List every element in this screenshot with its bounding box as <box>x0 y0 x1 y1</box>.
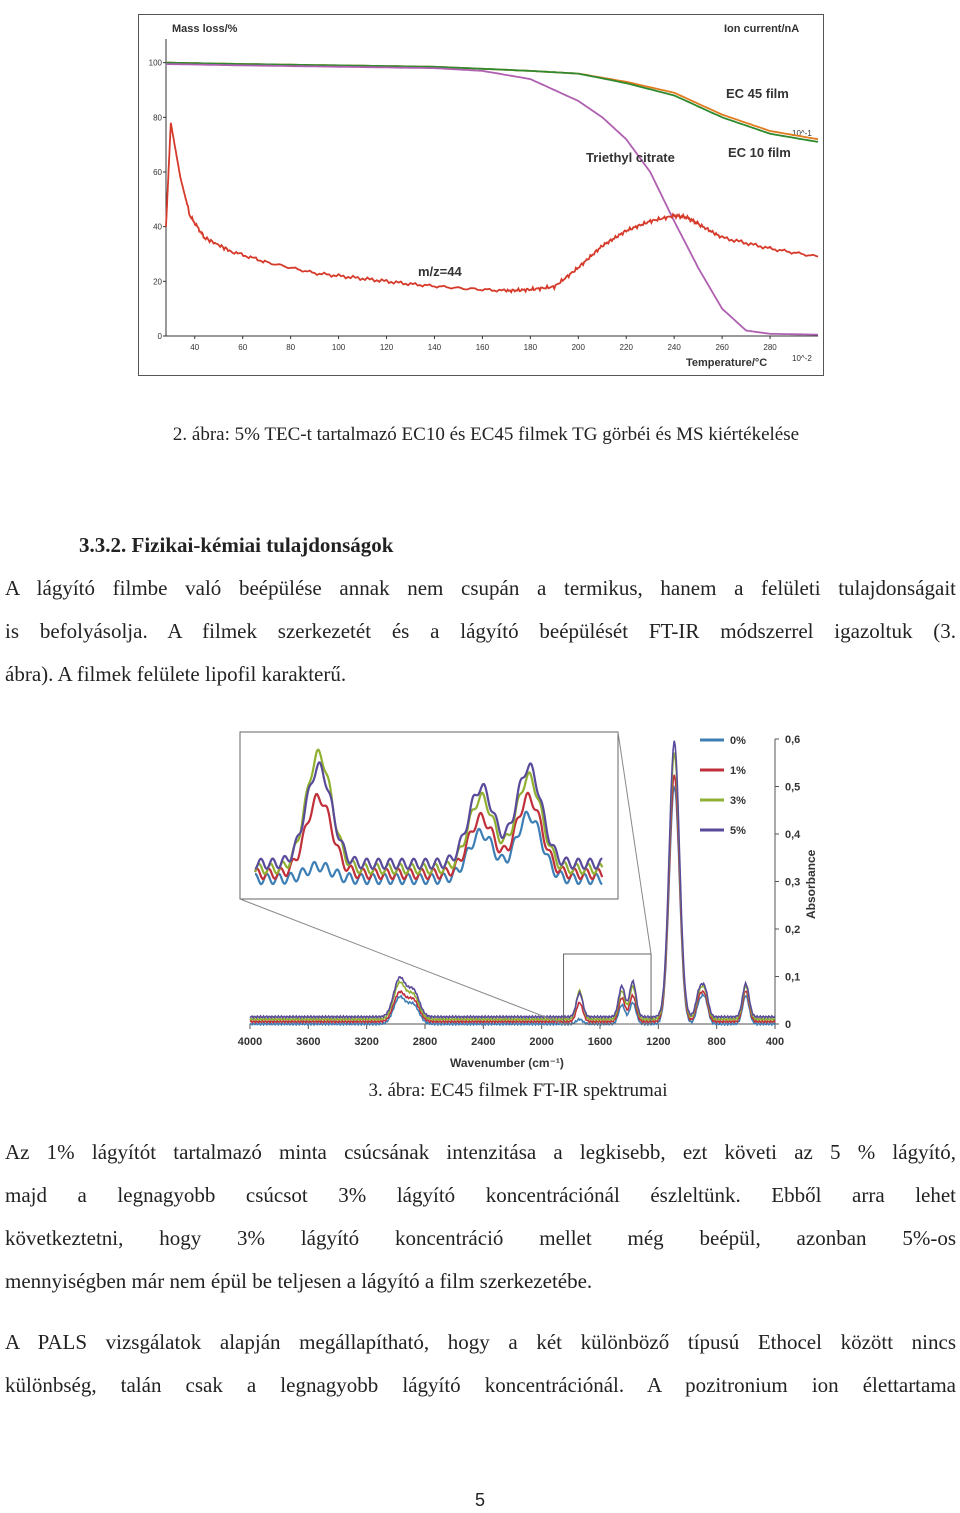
x-tick-label: 120 <box>380 343 394 352</box>
right-tick-label: 10^-2 <box>792 354 812 363</box>
x-tick-label: 800 <box>707 1036 725 1048</box>
paragraph-2: Az 1% lágyítót tartalmazó minta csúcsána… <box>5 1131 956 1303</box>
paragraph-3: A PALS vizsgálatok alapján megállapíthat… <box>5 1321 956 1407</box>
figure2-caption: 3. ábra: EC45 filmek FT-IR spektrumai <box>368 1080 668 1101</box>
paragraph-3-line: különbség, talán csak a legnagyobb lágyí… <box>5 1373 956 1397</box>
x-tick-label: 3200 <box>354 1036 378 1048</box>
x-tick-label: 240 <box>667 343 681 352</box>
legend-label: 1% <box>730 765 746 777</box>
x-tick-label: 3600 <box>296 1036 320 1048</box>
y-tick-label: 0 <box>158 332 163 341</box>
inset-spectrum-line <box>253 791 604 881</box>
paragraph-1-line: ábra). A filmek felülete lipofil karakte… <box>5 662 347 686</box>
page-number: 5 <box>474 1490 485 1510</box>
section-heading: 3.3.2. Fizikai-kémiai tulajdonságok <box>79 533 394 557</box>
y-tick-label: 80 <box>153 113 162 122</box>
x-tick-label: 140 <box>428 343 442 352</box>
x-axis-label: Wavenumber (cm⁻¹) <box>450 1056 564 1070</box>
paragraph-2-line: következtetni, hogy 3% lágyító koncentrá… <box>5 1226 956 1250</box>
paragraph-2-line: Az 1% lágyítót tartalmazó minta csúcsána… <box>5 1140 956 1164</box>
inset-connector <box>239 898 564 1025</box>
y-tick-label: 0,5 <box>785 782 800 794</box>
y-tick-label: 20 <box>153 277 162 286</box>
figure1-caption: 2. ábra: 5% TEC-t tartalmazó EC10 és EC4… <box>172 424 800 445</box>
x-tick-label: 2400 <box>471 1036 495 1048</box>
annotation-tec: Triethyl citrate <box>586 150 675 165</box>
y-tick-label: 0 <box>785 1019 791 1031</box>
inset-spectrum-line <box>254 761 603 871</box>
paragraph-1-line: is befolyásolja. A filmek szerkezetét és… <box>5 619 956 643</box>
x-tick-label: 280 <box>763 343 777 352</box>
spectrum-line <box>249 740 776 1020</box>
y-tick-label: 60 <box>153 168 162 177</box>
series-line <box>166 61 819 143</box>
x-tick-label: 1200 <box>646 1036 670 1048</box>
inset-connector <box>617 731 652 955</box>
series-line <box>165 63 818 336</box>
x-tick-label: 160 <box>476 343 490 352</box>
annotation-mz44: m/z=44 <box>418 264 462 279</box>
right-axis-label: Ion current/nA <box>724 23 799 35</box>
y-tick-label: 0,2 <box>785 924 800 936</box>
tg-ms-chart: Mass loss/% Ion current/nA 40 60 80 100 120 1… <box>138 14 824 376</box>
x-axis-label: Temperature/°C <box>686 357 767 369</box>
x-tick-label: 200 <box>572 343 586 352</box>
paragraph-2-line: majd a legnagyobb csúcsot 3% lágyító kon… <box>5 1183 956 1207</box>
paragraph-3-line: A PALS vizsgálatok alapján megállapíthat… <box>5 1330 956 1354</box>
x-tick-label: 400 <box>766 1036 784 1048</box>
left-axis-label: Mass loss/% <box>172 23 238 35</box>
annotation-ec45: EC 45 film <box>726 86 789 101</box>
x-tick-label: 100 <box>332 343 346 352</box>
series-line <box>165 122 819 295</box>
x-tick-label: 1600 <box>588 1036 612 1048</box>
x-tick-label: 40 <box>190 343 199 352</box>
x-tick-label: 4000 <box>238 1036 262 1048</box>
inset-spectrum-line <box>253 748 604 876</box>
ftir-chart: 4000 3600 3200 2800 2400 2000 1600 1200 800 4000 0… <box>238 731 818 1070</box>
paragraph-1-line: A lágyító filmbe való beépülése annak ne… <box>5 576 956 600</box>
y-axis-label: Absorbance <box>804 849 818 919</box>
x-tick-label: 2000 <box>529 1036 553 1048</box>
y-tick-label: 100 <box>149 59 163 68</box>
x-tick-label: 60 <box>238 343 247 352</box>
legend-label: 3% <box>730 795 746 807</box>
zoom-box <box>563 953 652 1025</box>
x-tick-label: 2800 <box>413 1036 437 1048</box>
y-tick-label: 0,4 <box>785 829 801 841</box>
paragraph-1: A lágyító filmbe való beépülése annak ne… <box>5 567 956 696</box>
x-tick-label: 80 <box>286 343 295 352</box>
x-tick-label: 260 <box>715 343 729 352</box>
y-tick-label: 0,1 <box>785 972 800 984</box>
x-tick-label: 180 <box>524 343 538 352</box>
y-tick-label: 40 <box>153 223 162 232</box>
annotation-ec10: EC 10 film <box>728 145 791 160</box>
y-tick-label: 0,3 <box>785 877 800 889</box>
legend-label: 5% <box>730 825 746 837</box>
x-tick-label: 220 <box>620 343 634 352</box>
legend-label: 0% <box>730 735 746 747</box>
right-tick-label: 10^-1 <box>792 129 812 138</box>
y-tick-label: 0,6 <box>785 734 800 746</box>
paragraph-2-line: mennyiségben már nem épül be teljesen a … <box>5 1269 593 1293</box>
